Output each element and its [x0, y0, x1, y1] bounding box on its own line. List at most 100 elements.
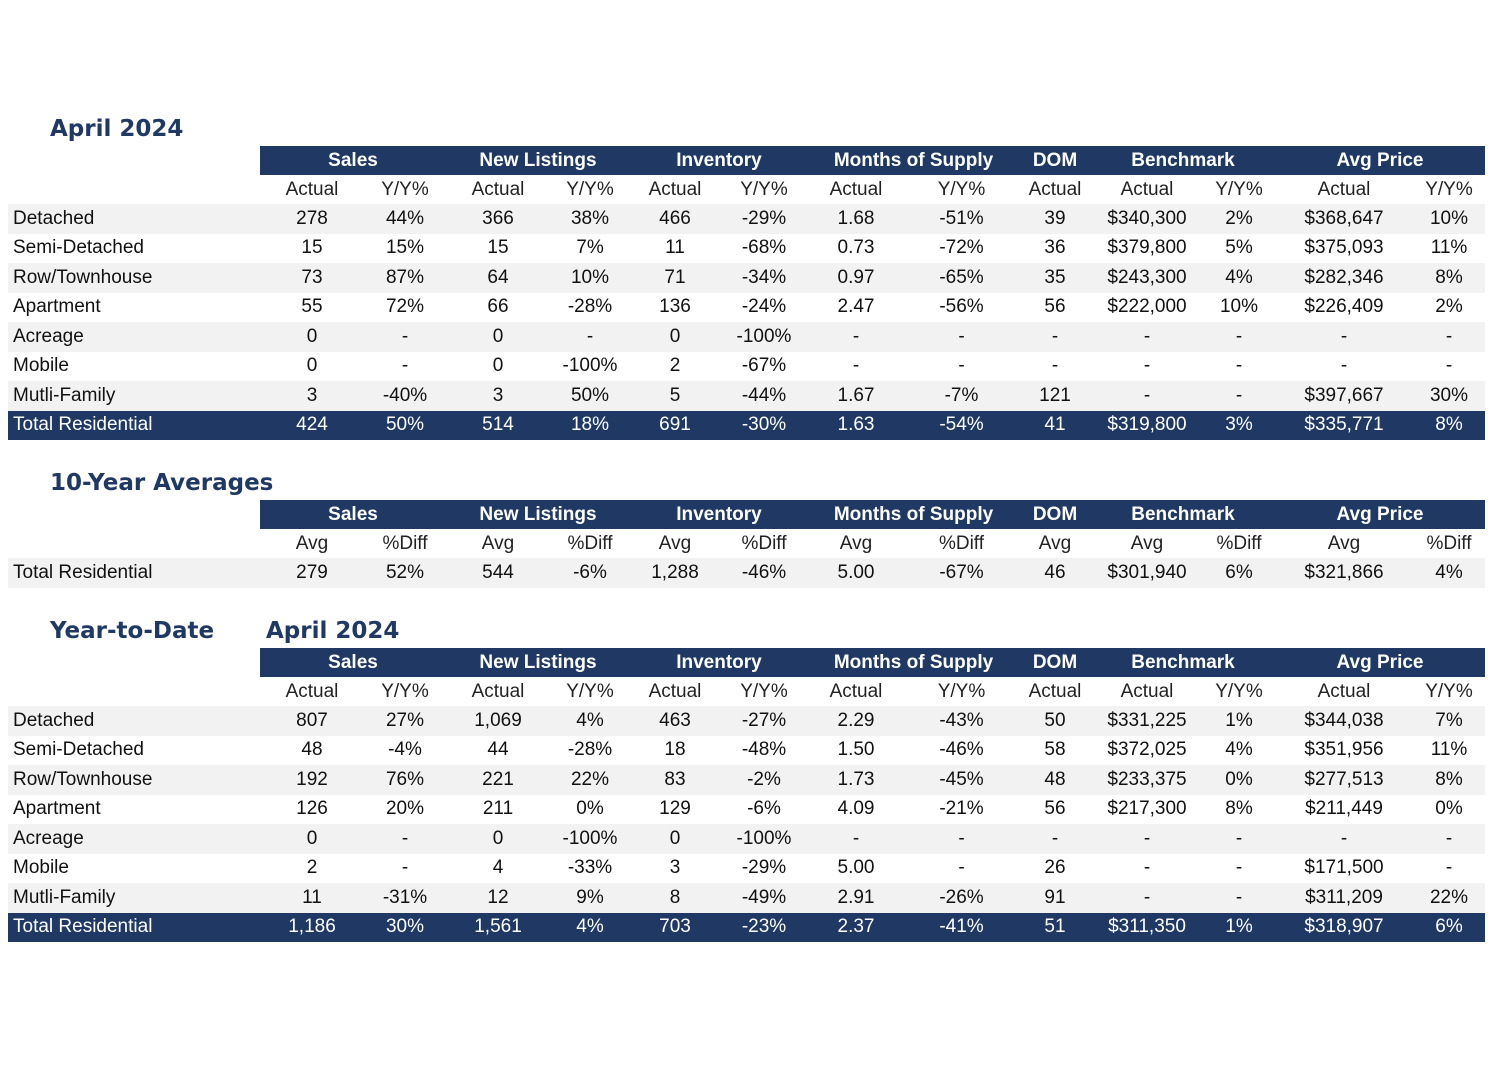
table-cell: $375,093 [1304, 237, 1384, 259]
ytd-title: Year-to-Date [50, 618, 215, 644]
table-cell: -65% [904, 263, 1019, 293]
column-subheader: Actual [285, 178, 339, 200]
table-cell: 466 [630, 204, 720, 234]
table-cell: $277,513 [1275, 765, 1413, 795]
total-row: Total Residential 424 50% 514 18% 691 -30% 1.63… [8, 410, 1486, 440]
table-cell: 463 [630, 706, 720, 736]
group-header: Benchmark [1091, 648, 1275, 677]
column-subheader: %Diff [938, 532, 985, 554]
table-cell: $211,449 [1305, 798, 1383, 820]
group-header: New Listings [446, 648, 630, 677]
table-cell: -46% [720, 558, 808, 588]
total-cell: 3% [1203, 410, 1275, 440]
table-cell: -28% [567, 739, 613, 761]
column-subheader: Actual [648, 178, 702, 200]
row-label: Mobile [13, 355, 69, 377]
table-row: Semi-Detached 48 -4% 44 -28% 18 -48% 1.50 -46% 58… [8, 736, 1485, 766]
table-cell: -100% [720, 322, 808, 352]
row-label: Mutli-Family [8, 883, 260, 913]
table-cell: 2 [669, 355, 681, 377]
table-cell: -2% [720, 765, 808, 795]
group-header: Avg Price [1275, 500, 1486, 529]
table-cell: - [364, 322, 446, 352]
column-subheader: Actual [829, 680, 883, 702]
table-cell: 12 [446, 883, 550, 913]
table-cell: 22% [1413, 883, 1486, 913]
table-cell: - [1091, 883, 1203, 913]
row-label: Mobile [13, 857, 69, 879]
table-cell: $226,409 [1304, 296, 1384, 318]
table-cell: 44 [487, 739, 509, 761]
row-label: Acreage [8, 824, 260, 854]
table-cell: 1.73 [808, 765, 904, 795]
table-cell: 52% [364, 558, 446, 588]
table-cell: 39 [1019, 204, 1091, 234]
table-cell: 544 [446, 558, 550, 588]
total-label: Total Residential [8, 912, 260, 942]
total-cell: 691 [630, 410, 720, 440]
table-cell: 0.73 [837, 237, 875, 259]
averages-title: 10-Year Averages [50, 470, 274, 496]
group-header: New Listings [446, 146, 630, 175]
column-subheader: Y/Y% [1425, 680, 1473, 702]
total-cell: 18% [550, 410, 630, 440]
table-cell: -34% [720, 263, 808, 293]
table-cell: 7% [1413, 706, 1486, 736]
column-subheader: Actual [1028, 680, 1082, 702]
table-cell: -67% [904, 558, 1019, 588]
table-cell: - [1051, 355, 1059, 377]
table-cell: 15% [385, 237, 425, 259]
table-cell: 0 [492, 355, 504, 377]
table-cell: 2 [306, 857, 318, 879]
table-cell: $331,225 [1091, 706, 1203, 736]
table-row: Acreage 0-0 -100% 0 -100% - - - - - - - [8, 824, 1486, 854]
table-cell: - [808, 824, 904, 854]
header-spacer [8, 500, 260, 529]
table-cell: 5% [1225, 237, 1253, 259]
table-cell: 22% [550, 765, 630, 795]
table-cell: $351,956 [1304, 739, 1384, 761]
table-cell: 1.68 [808, 204, 904, 234]
table-row: Row/Townhouse 192 76% 221 22% 83 -2% 1.73 -45% 48… [8, 765, 1486, 795]
group-header: Benchmark [1091, 146, 1275, 175]
table-cell: 0 [446, 322, 550, 352]
column-subheader: Y/Y% [1215, 680, 1263, 702]
table-row: Mutli-Family 11 -31% 12 9% 8 -49% 2.91 -26% 91- - $… [8, 883, 1486, 913]
ytd-section: Year-to-Date April 2024 Sales New Listing… [8, 614, 1486, 944]
row-label: Detached [8, 706, 260, 736]
table-cell: 11 [260, 883, 364, 913]
table-cell: 2% [1435, 296, 1463, 318]
table-cell: - [1203, 824, 1275, 854]
table-cell: $372,025 [1107, 739, 1187, 761]
table-cell: - [904, 322, 1019, 352]
table-cell: 44% [364, 204, 446, 234]
table-cell: 1.67 [808, 381, 904, 411]
table-cell: -26% [904, 883, 1019, 913]
column-subheader: Actual [829, 178, 883, 200]
column-subheader: %Diff [741, 532, 787, 554]
table-cell: 126 [296, 798, 328, 820]
table-row: Row/Townhouse 73 87% 64 10% 71 -34% 0.97 -65% 35 $… [8, 263, 1486, 293]
column-subheader: Y/Y% [740, 178, 788, 200]
table-cell: 35 [1019, 263, 1091, 293]
table-row: Detached 807 27% 1,069 4% 463 -27% 2.29 -43% 50 $3… [8, 706, 1486, 736]
subheader-row: Avg %Diff Avg %Diff Avg %Diff Avg %Diff Avg Avg %D… [8, 529, 1485, 558]
table-cell: -45% [904, 765, 1019, 795]
table-cell: 8% [1413, 765, 1486, 795]
column-subheader: Avg [658, 532, 692, 554]
table-cell: 9% [550, 883, 630, 913]
table-cell: $321,866 [1275, 558, 1413, 588]
column-subheader: Actual [285, 680, 339, 702]
column-subheader: Actual [1120, 680, 1174, 702]
group-header: Inventory [630, 648, 808, 677]
table-row: Total Residential 279 52% 544 -6% 1,288 -46% 5.… [8, 558, 1486, 588]
table-cell: 76% [364, 765, 446, 795]
table-cell: 192 [260, 765, 364, 795]
table-cell: - [1235, 857, 1243, 879]
table-cell: 15 [487, 237, 509, 259]
table-row: Mutli-Family 3 -40% 3 50% 5 -44% 1.67 -7% 121- - $3… [8, 381, 1486, 411]
table-cell: 4 [492, 857, 504, 879]
monthly-table: Sales New Listings Inventory Months of Supp… [8, 146, 1486, 440]
table-cell: 91 [1019, 883, 1091, 913]
total-cell: 703 [630, 912, 720, 942]
